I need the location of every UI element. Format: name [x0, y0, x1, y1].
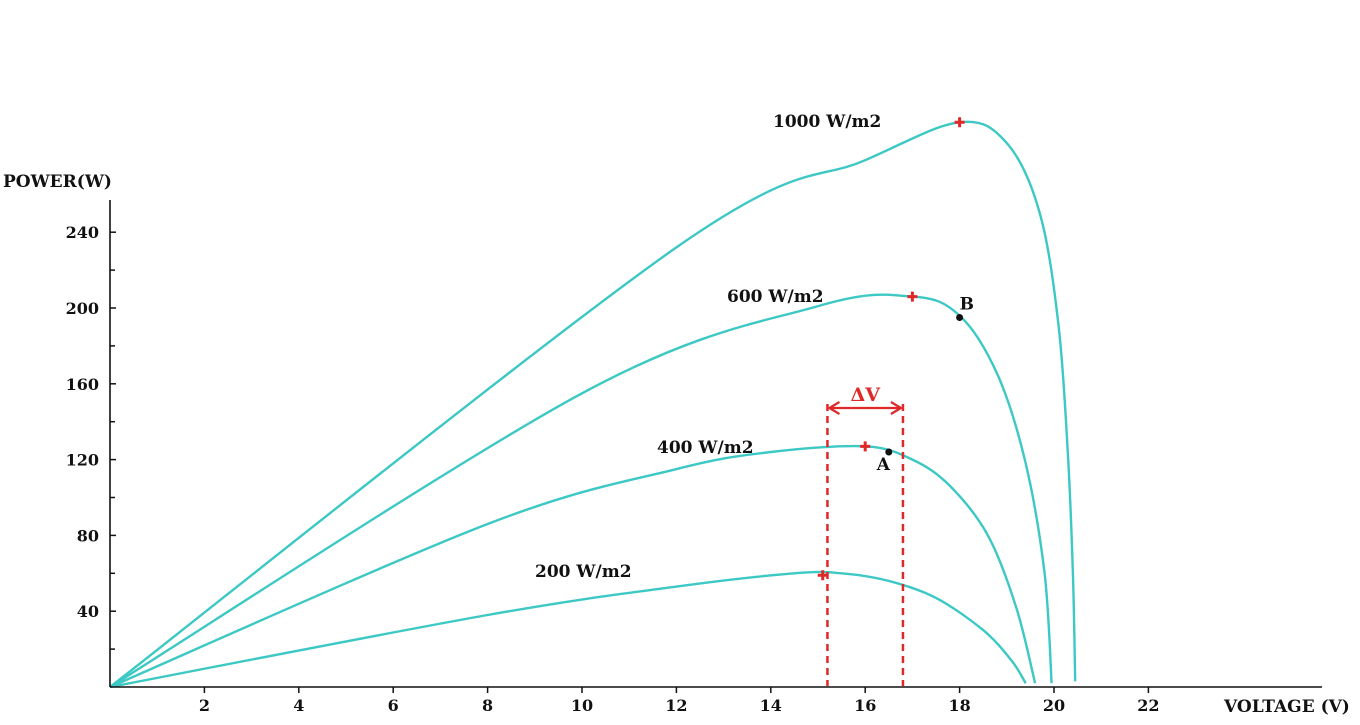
delta-v-label: ΔV [850, 384, 881, 406]
x-tick-label: 6 [388, 696, 399, 715]
ticks-layer: 2 4 6 8 10 12 14 16 18 20 22 40 80 120 160 200 240 [66, 223, 1160, 715]
curve-label-400wm2: 400 W/m2 [657, 438, 754, 458]
delta-v-arrowhead-right [890, 401, 904, 415]
x-tick-label: 16 [854, 696, 876, 715]
mpp-marker-1000wm2 [954, 117, 965, 128]
x-tick-label: 22 [1137, 696, 1159, 715]
mpp-marker-400wm2 [860, 441, 871, 452]
delta-v-arrowhead-left [827, 401, 841, 415]
x-tick-label: 10 [571, 696, 593, 715]
point-b-dot [956, 313, 964, 321]
y-tick-label: 80 [77, 526, 99, 545]
x-tick-label: 4 [293, 696, 304, 715]
x-tick-label: 18 [948, 696, 970, 715]
x-tick-label: 8 [482, 696, 493, 715]
curve-600wm2 [109, 293, 1053, 689]
curve-label-200wm2: 200 W/m2 [535, 562, 632, 582]
curve-label-600wm2: 600 W/m2 [727, 287, 824, 307]
y-tick-label: 200 [66, 299, 99, 318]
y-tick-label: 120 [66, 451, 99, 470]
x-axis-title: VOLTAGE (V) [1223, 697, 1350, 717]
axes-layer: POWER(W) VOLTAGE (V) [3, 172, 1350, 717]
y-tick-label: 240 [66, 223, 99, 242]
point-b-label: B [960, 294, 974, 314]
x-tick-label: 2 [199, 696, 210, 715]
curve-200wm2 [109, 570, 1027, 689]
y-axis-title: POWER(W) [3, 172, 112, 192]
x-tick-label: 20 [1043, 696, 1065, 715]
x-tick-label: 14 [760, 696, 782, 715]
curve-1000wm2 [109, 120, 1077, 688]
x-tick-label: 12 [665, 696, 687, 715]
annotations-layer: 1000 W/m2 600 W/m2 400 W/m2 200 W/m2 ΔV A B [535, 112, 974, 686]
y-tick-label: 160 [66, 375, 99, 394]
point-a-dot [885, 448, 893, 456]
mpp-marker-600wm2 [907, 291, 918, 302]
mpp-marker-200wm2 [817, 570, 828, 581]
curve-400wm2 [109, 444, 1037, 689]
curve-label-1000wm2: 1000 W/m2 [773, 112, 881, 132]
curves-layer [109, 120, 1077, 689]
point-a-label: A [876, 455, 891, 475]
y-tick-label: 40 [77, 602, 99, 621]
